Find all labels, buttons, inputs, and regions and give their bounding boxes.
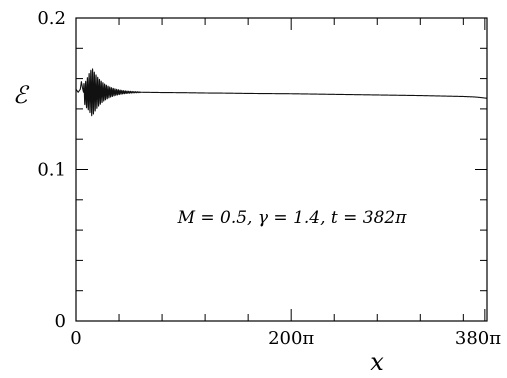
axis-ticks [75, 17, 487, 322]
x-tick-label: 200π [268, 328, 314, 349]
x-tick-label: 380π [455, 328, 501, 349]
annotation: M = 0.5, γ = 1.4, t = 382π [177, 208, 408, 228]
series-line [75, 68, 488, 117]
x-axis-label: x [370, 348, 384, 376]
plot-frame [75, 17, 488, 322]
y-axis-label: ℰ [13, 81, 30, 109]
y-tick-label: 0.2 [37, 8, 66, 29]
y-tick-label: 0 [55, 311, 66, 332]
tick-labels: 0 200π 380π 0 0.1 0.2 [37, 8, 501, 349]
y-tick-label: 0.1 [37, 160, 66, 181]
x-tick-label: 0 [70, 328, 81, 349]
